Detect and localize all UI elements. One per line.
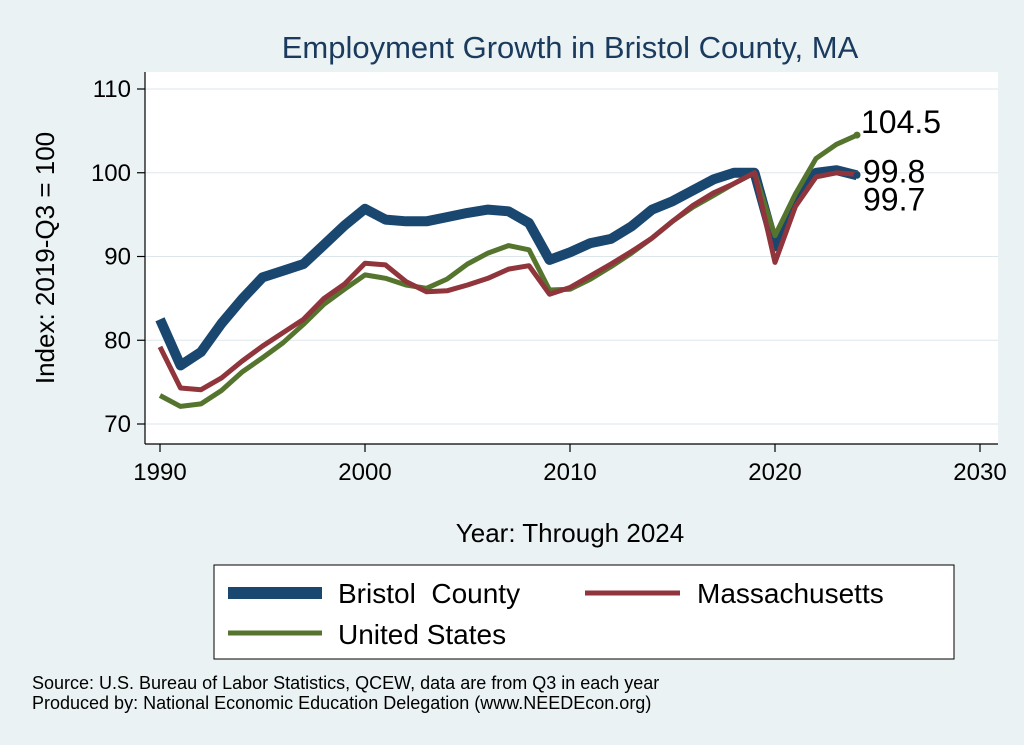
x-tick-label-2020: 2020 bbox=[748, 459, 801, 486]
x-tick-label-2000: 2000 bbox=[338, 459, 391, 486]
y-tick-label-90: 90 bbox=[104, 244, 131, 271]
end-marker-united-states bbox=[853, 131, 861, 139]
x-tick-label-1990: 1990 bbox=[133, 459, 186, 486]
y-tick-label-100: 100 bbox=[91, 160, 131, 187]
x-axis-label: Year: Through 2024 bbox=[456, 518, 684, 548]
producer-note: Produced by: National Economic Education… bbox=[32, 693, 651, 713]
legend: Bristol County Massachusetts United Stat… bbox=[213, 564, 955, 660]
source-note: Source: U.S. Bureau of Labor Statistics,… bbox=[32, 673, 659, 693]
legend-label-united-states: United States bbox=[338, 619, 506, 650]
legend-box bbox=[213, 564, 955, 660]
end-marker-bristol bbox=[853, 171, 861, 179]
series-line-massachusetts bbox=[157, 170, 858, 393]
x-tick-label-2030: 2030 bbox=[953, 459, 1006, 486]
end-label-bristol: 99.7 bbox=[863, 181, 925, 217]
axes: 70 80 90 100 110 1990 2000 2010 2020 2030 bbox=[91, 72, 1007, 486]
series-lines bbox=[155, 132, 859, 409]
end-label-united-states: 104.5 bbox=[861, 104, 941, 140]
end-label-massachusetts: 99.8 bbox=[863, 153, 925, 189]
legend-label-bristol: Bristol County bbox=[338, 578, 520, 609]
x-tick-label-2010: 2010 bbox=[543, 459, 596, 486]
end-labels: 104.5 99.899.7 bbox=[853, 104, 941, 217]
chart-title: Employment Growth in Bristol County, MA bbox=[282, 30, 859, 65]
y-tick-label-110: 110 bbox=[93, 76, 131, 103]
y-axis-label: Index: 2019-Q3 = 100 bbox=[30, 132, 60, 384]
series-line-bristol bbox=[155, 165, 859, 371]
y-tick-label-80: 80 bbox=[104, 327, 131, 354]
legend-label-massachusetts: Massachusetts bbox=[697, 578, 884, 609]
y-tick-label-70: 70 bbox=[104, 411, 131, 438]
